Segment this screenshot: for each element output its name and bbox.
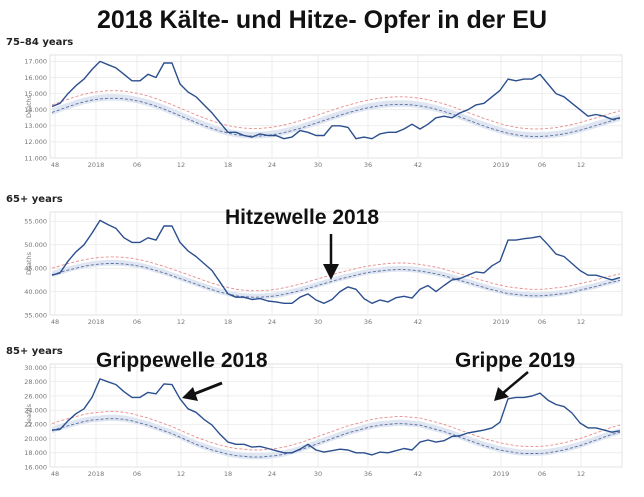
x-tick-label: 06 xyxy=(133,470,141,478)
deaths-series-line xyxy=(51,219,621,304)
chart-panel-85plus: 16.000 18.000 20.000 22.000 24.000 26.000 28.0… xyxy=(24,363,623,478)
x-tick-label: 12 xyxy=(177,470,185,478)
x-tick-label: 18 xyxy=(224,470,232,478)
x-tick-label: 12 xyxy=(177,161,185,169)
main-title: 2018 Kälte- und Hitze- Opfer in der EU xyxy=(96,6,548,34)
x-tick-label: 30 xyxy=(314,161,322,169)
annotation-hitzewelle: Hitzewelle 2018 xyxy=(225,206,380,229)
x-tick-label: 2018 xyxy=(88,470,105,478)
y-tick-label: 40.000 xyxy=(24,288,47,296)
x-tick-label: 18 xyxy=(224,318,232,326)
x-tick-label: 48 xyxy=(51,161,59,169)
y-tick-label: 16.000 xyxy=(24,74,47,82)
y-tick-label: 13.000 xyxy=(24,122,47,130)
y-tick-label: 26.000 xyxy=(24,392,47,400)
baseline-series-line xyxy=(51,97,621,137)
x-tick-label: 24 xyxy=(268,470,276,478)
panel-label-75-84: 75–84 years xyxy=(6,37,74,48)
x-tick-label: 2019 xyxy=(493,318,510,326)
y-axis-label: Deaths xyxy=(25,403,33,427)
x-tick-label: 12 xyxy=(177,318,185,326)
x-tick-label: 36 xyxy=(364,318,372,326)
x-tick-label: 06 xyxy=(133,318,141,326)
chart-panel-75-84: 11.000 12.000 13.000 14.000 15.000 16.000 17.0… xyxy=(24,54,623,169)
arrow-hitzewelle xyxy=(323,234,339,280)
panel-label-65plus: 65+ years xyxy=(6,194,63,205)
threshold-series-line xyxy=(51,256,621,292)
y-tick-label: 22.000 xyxy=(24,421,47,429)
baseline-band xyxy=(52,414,620,460)
x-tick-label: 42 xyxy=(414,161,422,169)
annotation-grippewelle: Grippewelle 2018 xyxy=(96,349,268,372)
deaths-series-line xyxy=(51,60,621,140)
x-tick-label: 42 xyxy=(414,318,422,326)
y-tick-label: 45.000 xyxy=(24,264,47,272)
y-axis-label: Deaths xyxy=(25,94,33,118)
baseline-band xyxy=(52,259,620,300)
x-tick-label: 30 xyxy=(314,470,322,478)
deaths-series-line xyxy=(51,378,621,456)
x-tick-label: 12 xyxy=(577,318,585,326)
x-tick-label: 18 xyxy=(224,161,232,169)
y-axis-label: Deaths xyxy=(25,251,33,275)
x-tick-label: 2019 xyxy=(493,470,510,478)
baseline-series-line xyxy=(51,263,621,298)
threshold-series-line xyxy=(51,411,621,451)
y-tick-label: 50.000 xyxy=(24,241,47,249)
y-tick-label: 20.000 xyxy=(24,435,47,443)
y-tick-label: 30.000 xyxy=(24,364,47,372)
arrow-grippe2019 xyxy=(494,371,529,401)
x-tick-label: 06 xyxy=(133,161,141,169)
y-tick-label: 35.000 xyxy=(24,311,47,319)
y-tick-label: 55.000 xyxy=(24,218,47,226)
x-tick-label: 2018 xyxy=(88,161,105,169)
y-tick-label: 24.000 xyxy=(24,406,47,414)
x-tick-label: 24 xyxy=(268,161,276,169)
x-tick-label: 12 xyxy=(577,161,585,169)
y-tick-label: 28.000 xyxy=(24,378,47,386)
y-tick-label: 15.000 xyxy=(24,90,47,98)
x-tick-label: 30 xyxy=(314,318,322,326)
x-tick-label: 42 xyxy=(414,470,422,478)
x-tick-label: 06 xyxy=(538,318,546,326)
y-tick-label: 12.000 xyxy=(24,138,47,146)
x-tick-label: 06 xyxy=(538,161,546,169)
threshold-series-line xyxy=(51,90,621,130)
arrow-grippewelle xyxy=(182,381,223,401)
x-tick-label: 48 xyxy=(51,318,59,326)
y-tick-label: 11.000 xyxy=(24,154,47,162)
annotation-grippe2019: Grippe 2019 xyxy=(455,349,576,372)
x-tick-label: 48 xyxy=(51,470,59,478)
x-tick-label: 24 xyxy=(268,318,276,326)
baseline-series-line xyxy=(51,418,621,458)
y-tick-label: 17.000 xyxy=(24,58,47,66)
x-tick-label: 06 xyxy=(538,470,546,478)
x-tick-label: 2019 xyxy=(493,161,510,169)
x-tick-label: 2018 xyxy=(88,318,105,326)
panel-label-85plus: 85+ years xyxy=(6,346,63,357)
y-tick-label: 18.000 xyxy=(24,449,47,457)
x-tick-label: 12 xyxy=(577,470,585,478)
x-tick-label: 36 xyxy=(364,161,372,169)
y-tick-label: 14.000 xyxy=(24,106,47,114)
baseline-band xyxy=(52,94,620,139)
y-tick-label: 16.000 xyxy=(24,463,47,471)
x-tick-label: 36 xyxy=(364,470,372,478)
